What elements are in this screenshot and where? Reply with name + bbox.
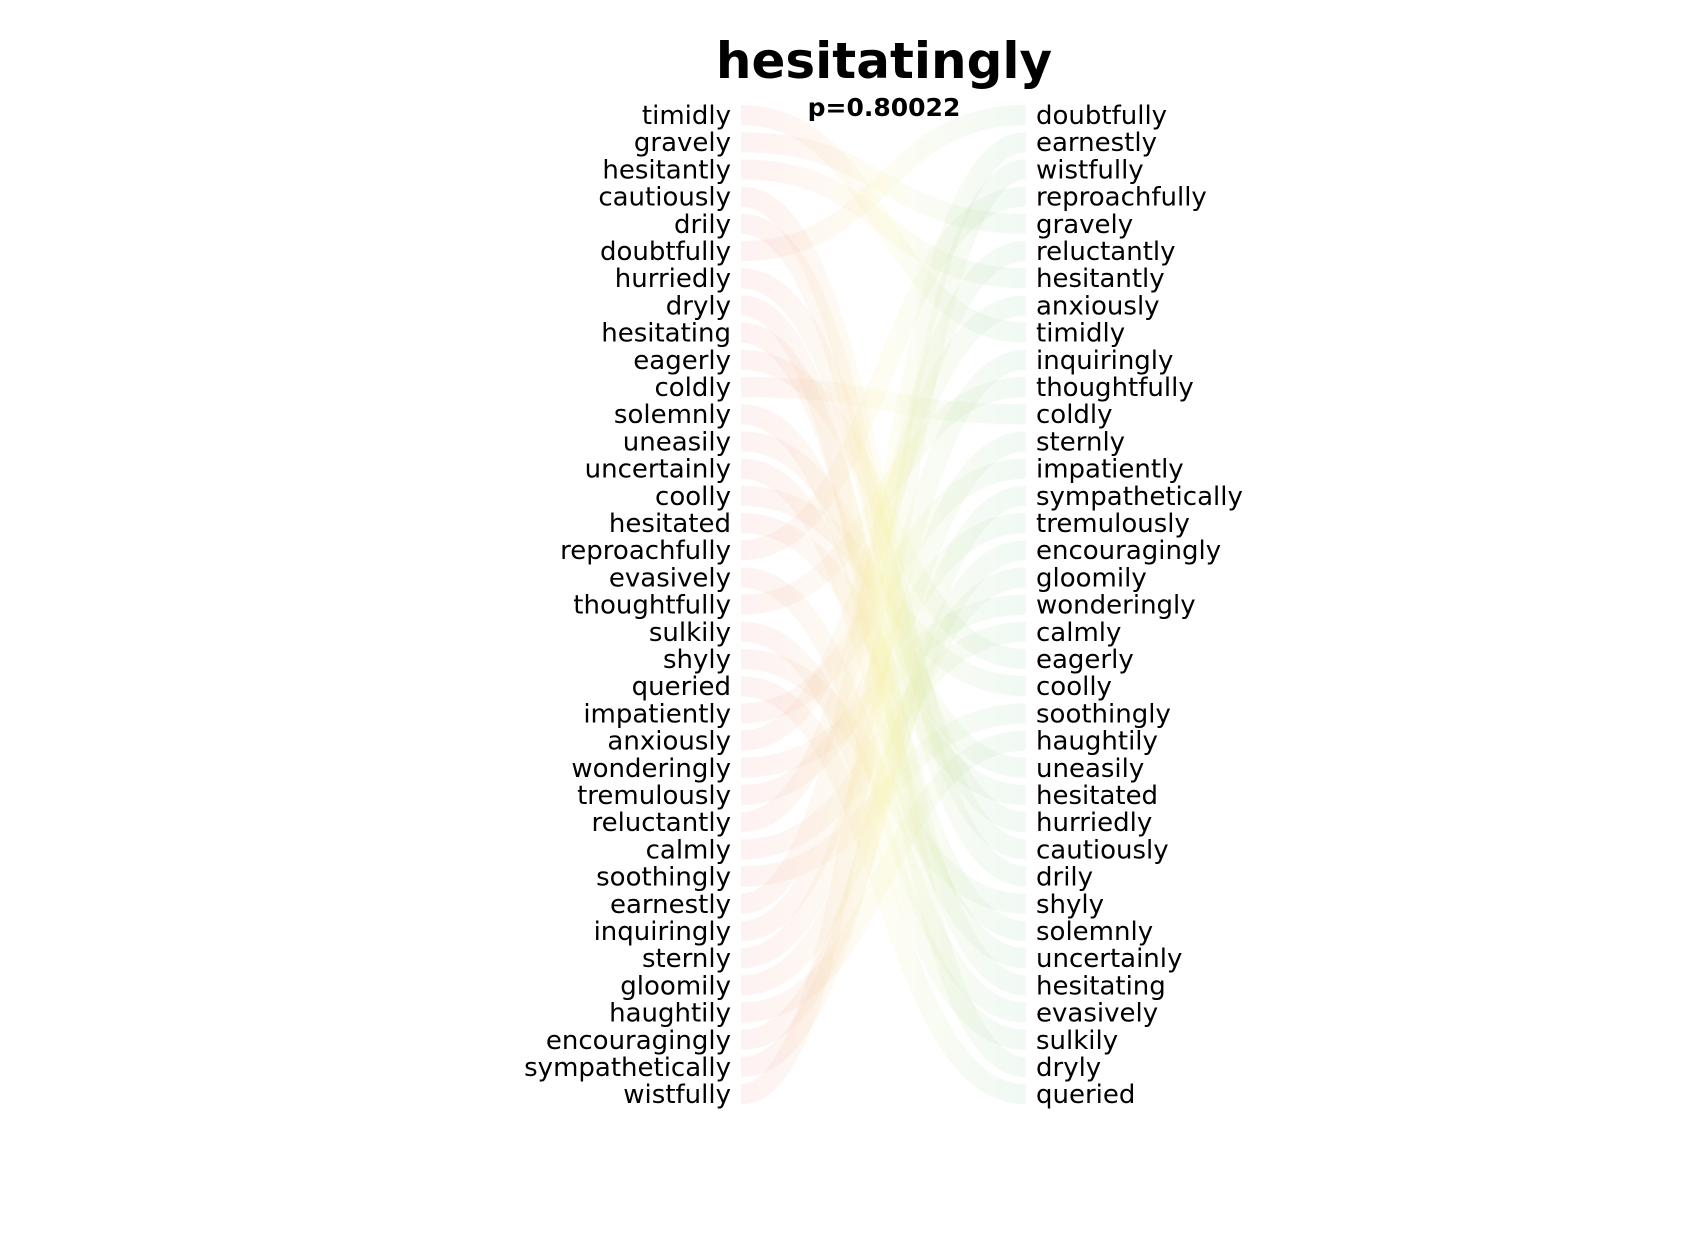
right-label: hesitantly: [1036, 264, 1165, 294]
right-label: wistfully: [1036, 155, 1144, 185]
right-label: shyly: [1036, 890, 1104, 920]
right-label: coldly: [1036, 400, 1113, 430]
left-label: hesitated: [609, 509, 731, 539]
left-label: solemnly: [614, 400, 731, 430]
right-label: timidly: [1036, 319, 1125, 349]
left-label: queried: [632, 672, 731, 702]
right-label: sulkily: [1036, 1026, 1118, 1056]
left-label: coldly: [654, 373, 731, 403]
right-label: uncertainly: [1036, 944, 1182, 974]
right-label: earnestly: [1036, 128, 1157, 158]
left-label: hurriedly: [615, 264, 731, 294]
left-label: encouragingly: [546, 1026, 731, 1056]
right-label: hesitated: [1036, 781, 1158, 811]
ribbon-sulkily: [740, 621, 1027, 1050]
left-label: reproachfully: [560, 536, 731, 566]
left-label: sulkily: [649, 618, 731, 648]
right-label: evasively: [1036, 999, 1158, 1029]
right-label: anxiously: [1036, 291, 1160, 321]
right-label: calmly: [1036, 618, 1121, 648]
left-label: reluctantly: [591, 808, 731, 838]
right-label: reluctantly: [1036, 237, 1176, 267]
left-label: drily: [674, 210, 731, 240]
ribbon-coldly: [740, 377, 1027, 425]
right-label: tremulously: [1036, 509, 1190, 539]
right-label: coolly: [1036, 672, 1112, 702]
chart-title: hesitatingly: [716, 32, 1052, 90]
ribbon-wistfully: [739, 159, 1028, 1105]
left-label: eagerly: [633, 346, 731, 376]
left-label: shyly: [663, 645, 731, 675]
left-label: soothingly: [596, 863, 731, 893]
left-label: hesitantly: [602, 155, 731, 185]
left-label: sternly: [642, 944, 731, 974]
left-label: impatiently: [583, 699, 731, 729]
right-label: doubtfully: [1036, 101, 1167, 131]
ribbon-sternly: [740, 431, 1027, 969]
right-label: hesitating: [1036, 971, 1166, 1001]
right-label: drily: [1036, 863, 1093, 893]
left-label: cautiously: [598, 183, 731, 213]
chart-subtitle: p=0.80022: [808, 93, 961, 122]
right-label: sternly: [1036, 427, 1125, 457]
left-label: thoughtfully: [573, 591, 731, 621]
right-label: gravely: [1036, 210, 1133, 240]
left-label: evasively: [609, 563, 731, 593]
left-label: sympathetically: [524, 1053, 731, 1083]
right-label: wonderingly: [1036, 591, 1196, 621]
ribbon-haughtily: [740, 730, 1027, 1023]
ribbon-doubtfully: [740, 105, 1027, 261]
right-label: sympathetically: [1036, 482, 1243, 512]
right-label: impatiently: [1036, 455, 1184, 485]
right-label: reproachfully: [1036, 183, 1207, 213]
right-label: gloomily: [1036, 563, 1147, 593]
left-label: wistfully: [623, 1080, 731, 1110]
left-labels-group: timidlygravelyhesitantlycautiouslydrilyd…: [524, 101, 731, 1110]
ribbons-group: [739, 105, 1028, 1105]
left-label: earnestly: [610, 890, 731, 920]
right-label: queried: [1036, 1080, 1135, 1110]
right-label: thoughtfully: [1036, 373, 1194, 403]
right-label: inquiringly: [1036, 346, 1173, 376]
left-label: haughtily: [609, 999, 731, 1029]
right-label: encouragingly: [1036, 536, 1221, 566]
left-label: gloomily: [620, 971, 731, 1001]
right-label: dryly: [1036, 1053, 1101, 1083]
left-label: dryly: [666, 291, 731, 321]
left-label: doubtfully: [600, 237, 731, 267]
left-label: calmly: [646, 835, 731, 865]
left-label: gravely: [634, 128, 731, 158]
right-labels-group: doubtfullyearnestlywistfullyreproachfull…: [1036, 101, 1243, 1110]
left-label: uneasily: [623, 427, 731, 457]
left-label: uncertainly: [585, 455, 731, 485]
right-label: haughtily: [1036, 727, 1158, 757]
left-label: inquiringly: [594, 917, 731, 947]
right-label: uneasily: [1036, 754, 1144, 784]
left-label: wonderingly: [571, 754, 731, 784]
right-label: solemnly: [1036, 917, 1153, 947]
left-label: anxiously: [607, 727, 731, 757]
left-label: timidly: [642, 101, 731, 131]
left-label: hesitating: [601, 319, 731, 349]
left-label: coolly: [655, 482, 731, 512]
right-label: hurriedly: [1036, 808, 1152, 838]
right-label: soothingly: [1036, 699, 1171, 729]
right-label: cautiously: [1036, 835, 1169, 865]
right-label: eagerly: [1036, 645, 1134, 675]
ribbon-earnestly: [739, 132, 1028, 914]
left-label: tremulously: [577, 781, 731, 811]
